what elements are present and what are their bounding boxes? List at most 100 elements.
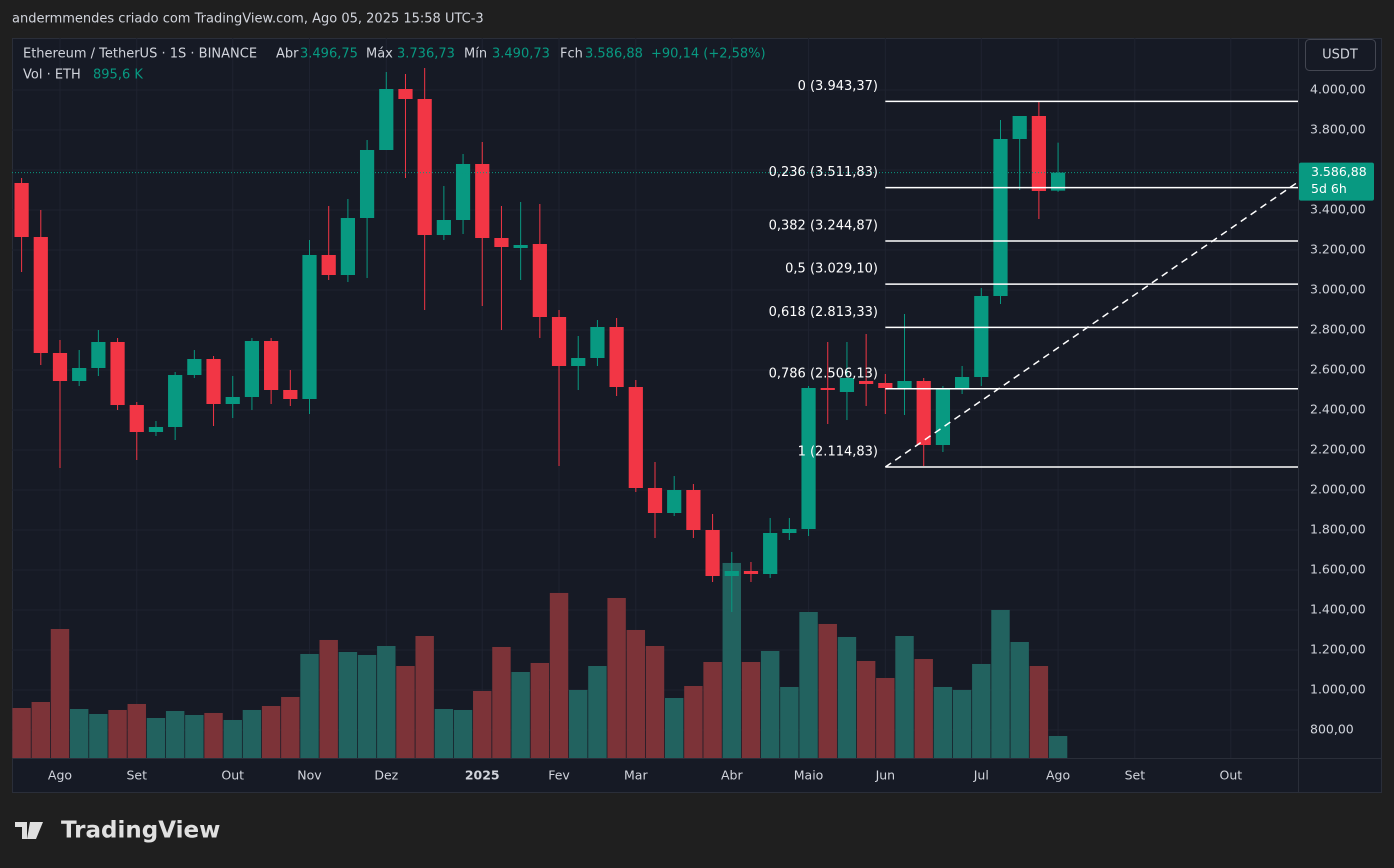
chart-frame: [12, 38, 1382, 793]
low-label: Mín: [464, 47, 487, 62]
last-price-label: 3.586,88: [1311, 164, 1367, 179]
candle-body: [820, 388, 835, 390]
fib-label: 0 (3.943,37): [798, 79, 878, 94]
volume-bar: [261, 706, 281, 758]
candle-body: [993, 139, 1008, 296]
candle-body: [1050, 172, 1066, 191]
candle-body: [705, 530, 720, 576]
volume-bar: [780, 686, 799, 758]
candle-body: [359, 150, 375, 218]
volume-label: Vol · ETH: [23, 68, 81, 83]
x-tick-label: Jun: [875, 768, 896, 783]
x-tick-label: Ago: [48, 768, 72, 783]
volume-bar: [645, 645, 665, 758]
currency-label[interactable]: USDT: [1322, 48, 1358, 63]
volume-bar: [703, 661, 722, 758]
y-tick-label: 1.200,00: [1310, 642, 1366, 657]
candle-body: [398, 89, 413, 99]
candle-body: [302, 255, 317, 399]
y-tick-label: 3.800,00: [1310, 122, 1366, 137]
x-tick-label: Mar: [624, 768, 648, 783]
x-tick-label: Out: [221, 768, 244, 783]
candle-body: [379, 89, 394, 150]
candle-body: [187, 359, 202, 375]
volume-bar: [1029, 665, 1049, 758]
volume-bar: [952, 689, 972, 758]
volume-bar: [760, 650, 780, 758]
volume-bar: [607, 597, 626, 758]
x-tick-label: Set: [126, 768, 147, 783]
candle-body: [724, 571, 739, 576]
volume-bar: [837, 636, 857, 758]
candle-body: [782, 529, 797, 533]
volume-bar: [1048, 735, 1068, 758]
volume-bar: [12, 707, 31, 758]
volume-bar: [338, 651, 358, 758]
y-tick-label: 2.000,00: [1310, 482, 1366, 497]
volume-bar: [50, 628, 70, 758]
volume-bar: [588, 665, 607, 758]
volume-bar: [69, 709, 89, 758]
x-tick-label: Maio: [794, 768, 824, 783]
volume-bar: [204, 712, 223, 758]
last-price-badge: [1299, 162, 1374, 201]
countdown-label: 5d 6h: [1311, 181, 1347, 196]
candle-body: [897, 381, 912, 388]
low-value: 3.490,73: [492, 47, 550, 62]
volume-bar: [549, 592, 569, 758]
candle-body: [551, 317, 567, 366]
volume-value: 895,6 K: [93, 68, 143, 83]
y-tick-label: 1.800,00: [1310, 522, 1366, 537]
volume-bar: [972, 663, 991, 758]
volume-bar: [473, 690, 492, 758]
volume-bar: [684, 686, 703, 758]
open-label: Abr: [276, 47, 299, 62]
volume-bar: [492, 646, 511, 758]
y-tick-label: 2.600,00: [1310, 362, 1366, 377]
volume-bar: [146, 717, 166, 758]
volume-bar: [242, 709, 262, 758]
volume-bar: [127, 703, 146, 758]
candle-body: [686, 490, 701, 530]
x-tick-label: 2025: [465, 768, 500, 783]
volume-bar: [357, 654, 377, 758]
high-label: Máx: [366, 47, 393, 62]
volume-bar: [185, 714, 204, 758]
candle-body: [283, 390, 298, 399]
logo: TradingView: [15, 818, 220, 844]
volume-bar: [396, 665, 415, 758]
candle-body: [571, 358, 586, 366]
candle-body: [225, 397, 240, 404]
fib-label: 0,236 (3.511,83): [769, 165, 878, 180]
candle-body: [743, 571, 759, 574]
candle-body: [14, 183, 29, 237]
y-tick-label: 3.400,00: [1310, 202, 1366, 217]
volume-bar: [664, 697, 684, 758]
volume-bar: [89, 713, 108, 758]
close-value: 3.586,88: [585, 47, 643, 62]
candle-body: [417, 99, 432, 235]
caption: andermmendes criado com TradingView.com,…: [12, 12, 484, 27]
volume-bar: [453, 709, 473, 758]
y-tick-label: 1.600,00: [1310, 562, 1366, 577]
volume-bar: [741, 661, 761, 758]
candle-body: [475, 164, 490, 238]
volume-bar: [281, 696, 300, 758]
volume-bar: [895, 635, 914, 758]
candle-body: [455, 164, 471, 220]
candle-body: [148, 427, 164, 432]
x-tick-label: Fev: [548, 768, 570, 783]
candle-body: [839, 378, 855, 392]
volume-bar: [300, 653, 319, 758]
candle-body: [801, 388, 816, 529]
y-tick-label: 4.000,00: [1310, 82, 1366, 97]
candle-body: [590, 327, 605, 358]
candle-body: [955, 377, 970, 388]
x-tick-label: Jul: [973, 768, 989, 783]
volume-bar: [914, 658, 933, 758]
currency-button[interactable]: [1305, 39, 1376, 71]
volume-bar: [319, 639, 338, 758]
candle-body: [110, 342, 125, 405]
volume-bar: [876, 677, 895, 758]
